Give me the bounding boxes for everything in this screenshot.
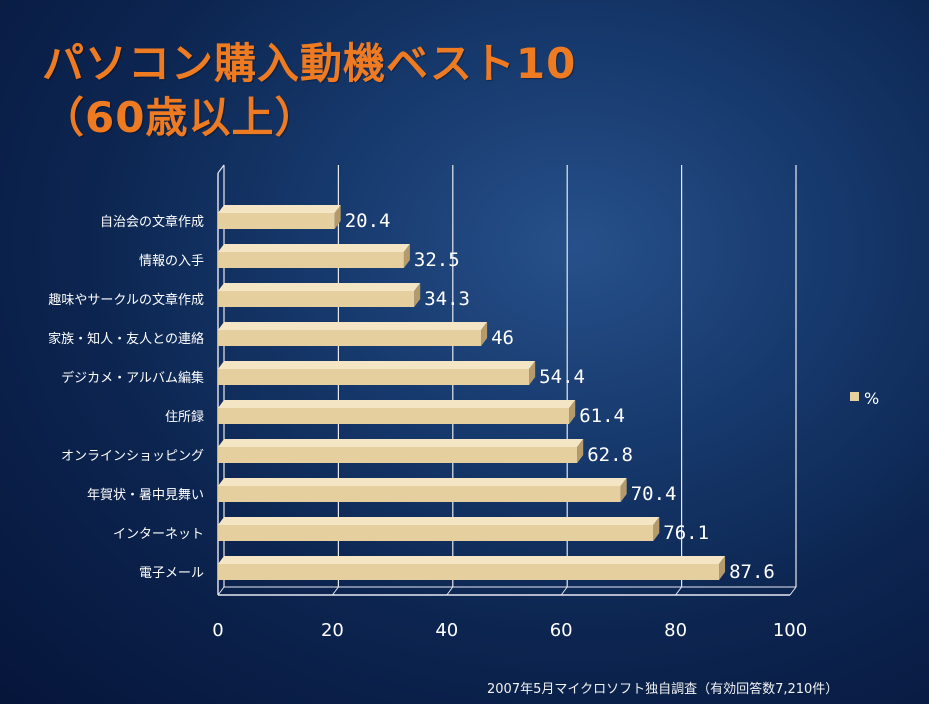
bar-end-face	[334, 205, 341, 229]
data-label: 62.8	[587, 444, 633, 466]
category-label: インターネット	[113, 527, 204, 542]
chart-title-line1: パソコン購入動機ベスト10	[42, 39, 577, 88]
category-label: 自治会の文章作成	[100, 214, 204, 230]
bar-top-face	[218, 478, 627, 486]
legend-label: %	[864, 389, 879, 408]
bar-top-face	[218, 283, 421, 291]
bar	[218, 408, 570, 424]
bar	[218, 252, 404, 268]
axis-floor-tick	[789, 586, 797, 596]
category-label: オンラインショッピング	[61, 449, 204, 464]
category-label: 情報の入手	[139, 254, 204, 269]
data-label: 70.4	[631, 483, 677, 505]
x-tick-label: 60	[550, 620, 573, 641]
bar-end-face	[719, 556, 726, 580]
x-tick-label: 0	[212, 620, 223, 641]
x-tick-label: 40	[435, 620, 458, 641]
data-label: 46	[491, 327, 514, 349]
axis-left-top	[217, 164, 225, 174]
bar-end-face	[481, 322, 488, 346]
bar-top-face	[218, 556, 726, 564]
data-label: 54.4	[539, 366, 585, 388]
axis-floor-tick	[560, 586, 568, 596]
bar	[218, 213, 335, 229]
axis-floor-tick	[331, 586, 339, 596]
bar-end-face	[529, 361, 536, 385]
data-label: 87.6	[729, 561, 775, 583]
bar-top-face	[218, 244, 410, 252]
bar-top-face	[218, 205, 341, 213]
data-label: 20.4	[345, 210, 391, 232]
data-label: 34.3	[424, 288, 470, 310]
category-label: 住所録	[165, 410, 204, 425]
legend-swatch	[850, 392, 859, 401]
bar-top-face	[218, 517, 660, 525]
axis-floor-tick	[446, 586, 454, 596]
axis-floor-tick	[217, 586, 225, 596]
bar-end-face	[653, 517, 660, 541]
bar-end-face	[577, 439, 584, 463]
category-label: 趣味やサークルの文章作成	[48, 292, 204, 308]
x-tick-label: 100	[773, 620, 807, 641]
axis-floor-tick	[675, 586, 682, 596]
bar	[218, 330, 482, 346]
x-tick-label: 20	[321, 620, 344, 641]
bar	[218, 564, 720, 580]
bar	[218, 447, 578, 463]
source-footnote: 2007年5月マイクロソフト独自調査（有効回答数7,210件）	[487, 682, 839, 697]
bar-top-face	[218, 361, 536, 369]
bar-top-face	[218, 400, 576, 408]
bar-top-face	[218, 322, 488, 330]
category-label: 家族・知人・友人との連絡	[48, 331, 204, 347]
chart-title-line2: （60歳以上）	[42, 93, 318, 142]
bar-end-face	[414, 283, 421, 307]
bar-end-face	[403, 244, 410, 268]
category-label: 年賀状・暑中見舞い	[87, 488, 204, 503]
x-tick-label: 80	[664, 620, 687, 641]
bar-top-face	[218, 439, 584, 447]
category-label: 電子メール	[139, 566, 204, 581]
bar-end-face	[569, 400, 576, 424]
category-label: デジカメ・アルバム編集	[61, 370, 204, 386]
bar	[218, 291, 415, 307]
data-label: 32.5	[414, 249, 460, 271]
bar	[218, 486, 621, 502]
bar	[218, 369, 530, 385]
data-label: 76.1	[663, 522, 709, 544]
bar	[218, 525, 654, 541]
bar-end-face	[620, 478, 627, 502]
data-label: 61.4	[579, 405, 625, 427]
